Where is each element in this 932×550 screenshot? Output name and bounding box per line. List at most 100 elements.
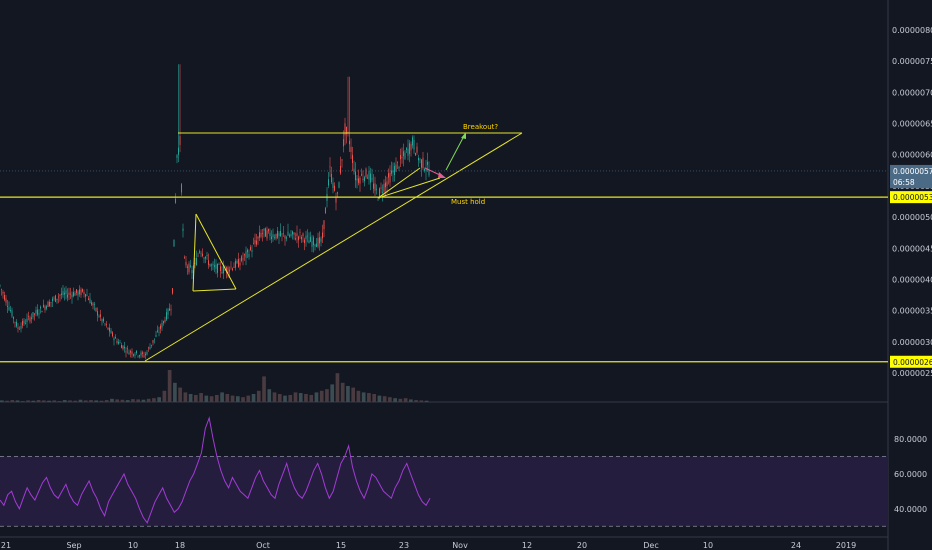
volume-bar	[157, 397, 161, 402]
volume-bar	[388, 397, 392, 402]
candle-body	[80, 289, 82, 296]
candle-body	[305, 235, 307, 240]
volume-bar	[36, 400, 41, 402]
candle-body	[100, 314, 101, 317]
candle-body	[266, 230, 268, 239]
candle-body	[43, 304, 44, 308]
candle-body	[307, 235, 308, 237]
candle-body	[121, 345, 122, 349]
candle-body	[40, 306, 41, 309]
candle-body	[104, 323, 106, 325]
candle-body	[98, 316, 100, 317]
candle-body	[1, 289, 2, 290]
candle-body	[37, 309, 38, 315]
candle-body	[322, 232, 323, 239]
candle-body	[46, 306, 47, 309]
candle-body	[265, 228, 266, 237]
candle-body	[253, 243, 254, 244]
candle-body	[278, 233, 280, 236]
price-tick-label: 0.00000700	[892, 88, 932, 97]
candle-body	[368, 171, 370, 180]
candle-body	[247, 249, 248, 253]
candle-body	[406, 148, 407, 150]
candle-body	[398, 166, 400, 169]
candle-body	[88, 298, 89, 300]
candle-body	[274, 237, 275, 239]
volume-bar	[424, 400, 429, 402]
candle-body	[310, 236, 311, 242]
candle-body	[367, 177, 368, 179]
volume-bar	[262, 376, 266, 402]
time-tick-label: 15	[336, 541, 346, 550]
volume-bar	[41, 400, 46, 402]
candle-body	[251, 250, 253, 252]
volume-bar	[356, 390, 361, 402]
volume-bar	[372, 394, 376, 402]
time-tick-label: 20	[577, 541, 587, 550]
candle-body	[107, 327, 109, 330]
candle-body	[323, 220, 325, 230]
price-tick-label: 0.00000250	[892, 369, 932, 378]
volume-bar	[288, 394, 293, 402]
candle-body	[205, 256, 206, 259]
volume-bar	[298, 393, 303, 402]
candle-body	[224, 269, 226, 271]
volume-bar	[225, 394, 230, 402]
volume-bar	[304, 394, 308, 402]
candle-body	[13, 317, 14, 319]
candle-body	[229, 269, 230, 272]
candle-body	[187, 266, 188, 268]
candle-body	[343, 139, 344, 147]
candle-body	[232, 268, 233, 270]
candle-body	[316, 243, 317, 247]
candle-body	[248, 253, 250, 258]
candle-body	[241, 256, 242, 261]
candle-body	[113, 338, 115, 341]
volume-bar	[73, 400, 78, 402]
candle-body	[412, 137, 413, 146]
candle-body	[335, 197, 337, 203]
candle-body	[2, 292, 4, 294]
trendline-drawings[interactable]	[0, 132, 888, 363]
candle-body	[263, 228, 265, 231]
time-tick-label: 2019	[836, 541, 856, 550]
candle-body	[101, 319, 103, 322]
volume-bar	[382, 396, 387, 402]
candle-body	[55, 295, 56, 302]
candle-body	[122, 345, 124, 349]
candle-body	[26, 318, 28, 323]
candle-body	[391, 170, 392, 174]
price-tick-label: 0.00000350	[892, 307, 932, 316]
time-tick-label: 21	[1, 541, 11, 550]
candle-body	[53, 297, 55, 299]
candle-body	[223, 266, 224, 274]
candle-body	[23, 320, 25, 324]
candle-body	[298, 236, 299, 241]
volume-bar	[367, 393, 371, 402]
annotation-must-hold: Must hold	[451, 198, 485, 206]
volume-bar	[230, 395, 235, 402]
candle-body	[59, 294, 61, 296]
candle-body	[338, 182, 340, 188]
candle-body	[68, 292, 70, 295]
candle-body	[146, 352, 148, 355]
candle-body	[58, 296, 59, 298]
price-candles	[0, 64, 430, 360]
candle-body	[211, 264, 212, 266]
candle-body	[259, 232, 260, 238]
candle-body	[235, 260, 236, 268]
candle-body	[31, 317, 32, 319]
volume-bar	[52, 400, 57, 402]
candle-body	[380, 187, 382, 189]
candle-body	[290, 234, 292, 237]
candle-body	[86, 294, 88, 296]
candle-body	[136, 350, 137, 354]
volume-bar	[68, 400, 72, 402]
candle-body	[202, 253, 203, 256]
candle-body	[392, 170, 394, 173]
price-tick-label: 0.00000800	[892, 26, 932, 35]
breakout-arrow	[445, 135, 465, 171]
candle-body	[190, 265, 191, 267]
volume-bar	[99, 400, 104, 402]
